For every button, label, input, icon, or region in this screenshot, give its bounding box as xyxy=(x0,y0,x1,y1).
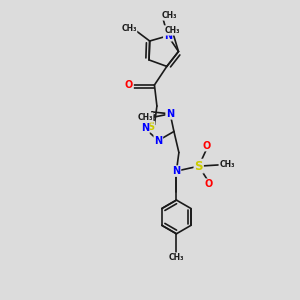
Text: N: N xyxy=(166,109,174,119)
Text: O: O xyxy=(125,80,133,90)
Text: N: N xyxy=(154,136,162,146)
Text: N: N xyxy=(141,123,149,134)
Text: N: N xyxy=(172,166,181,176)
Text: CH₃: CH₃ xyxy=(219,160,235,169)
Text: CH₃: CH₃ xyxy=(164,26,180,35)
Text: CH₃: CH₃ xyxy=(121,24,136,33)
Text: CH₃: CH₃ xyxy=(169,253,184,262)
Text: O: O xyxy=(205,179,213,189)
Text: S: S xyxy=(147,122,154,132)
Text: O: O xyxy=(202,141,210,151)
Text: CH₃: CH₃ xyxy=(161,11,177,20)
Text: N: N xyxy=(164,31,172,41)
Text: CH₃: CH₃ xyxy=(137,113,153,122)
Text: S: S xyxy=(194,160,203,173)
